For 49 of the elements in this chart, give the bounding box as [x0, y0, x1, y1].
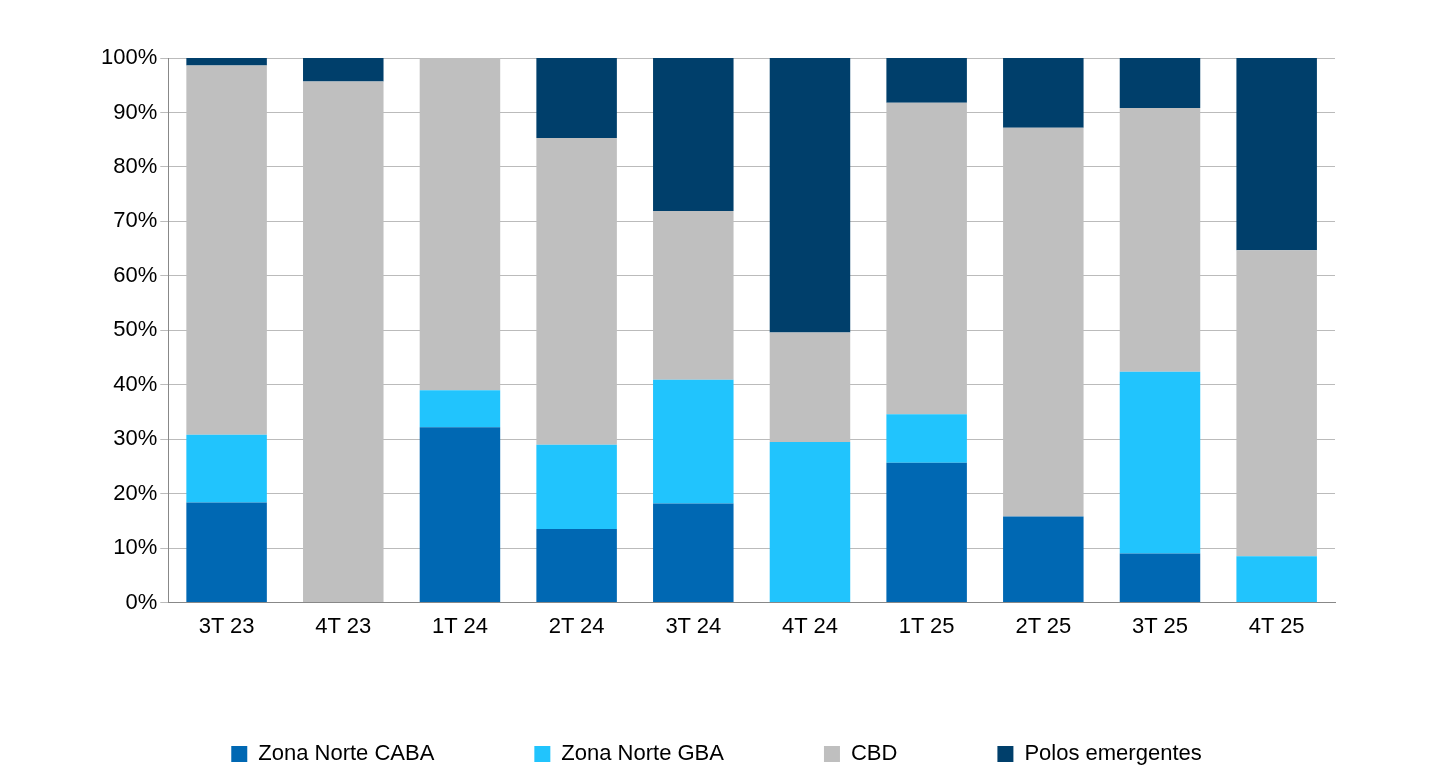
- bar: [1236, 58, 1317, 251]
- bar: [1119, 553, 1201, 603]
- bar: [303, 58, 384, 82]
- bar: [886, 414, 967, 463]
- x-tick-label: 1T 24: [432, 612, 488, 638]
- bar: [769, 58, 851, 333]
- y-tick-label: 30%: [113, 425, 158, 451]
- bar: [186, 58, 267, 66]
- x-tick-label: 4T 24: [782, 612, 838, 638]
- y-tick-label: 70%: [113, 207, 158, 233]
- bar: [1119, 58, 1201, 109]
- x-tick-label: 1T 25: [898, 612, 955, 638]
- bar: [1003, 516, 1084, 603]
- y-tick-label: 0%: [125, 588, 158, 614]
- y-tick-label: 40%: [113, 370, 158, 396]
- bar: [536, 529, 617, 603]
- bar: [186, 434, 267, 503]
- bar: [886, 58, 967, 103]
- x-tick-label: 4T 23: [315, 612, 372, 638]
- y-tick-label: 90%: [113, 98, 158, 124]
- legend-label: Zona Norte GBA: [561, 740, 725, 766]
- bar: [1236, 556, 1317, 603]
- y-tick-label: 100%: [100, 44, 158, 70]
- bar: [1119, 371, 1201, 554]
- bar: [186, 502, 267, 603]
- bar: [419, 390, 501, 428]
- x-tick-label: 4T 25: [1248, 612, 1305, 638]
- y-tick-label: 50%: [113, 316, 158, 342]
- bar: [536, 444, 617, 530]
- x-tick-label: 2T 25: [1015, 612, 1072, 638]
- bar: [769, 441, 851, 603]
- x-tick-label: 3T 25: [1132, 612, 1188, 638]
- bar: [536, 58, 617, 139]
- legend-label: Polos emergentes: [1024, 740, 1202, 766]
- x-tick-label: 3T 24: [665, 612, 722, 638]
- bar: [653, 379, 734, 504]
- y-tick-label: 10%: [113, 534, 158, 560]
- bar: [886, 462, 967, 603]
- bar: [653, 503, 734, 603]
- y-tick-label: 80%: [113, 152, 158, 178]
- x-tick-label: 3T 23: [198, 612, 255, 638]
- bar: [653, 58, 734, 212]
- bar: [419, 427, 501, 603]
- bar: [1003, 58, 1084, 128]
- x-tick-label: 2T 24: [548, 612, 605, 638]
- legend-label: CBD: [850, 740, 898, 766]
- legend-label: Zona Norte CABA: [258, 740, 435, 766]
- y-tick-label: 60%: [113, 261, 158, 287]
- y-tick-label: 20%: [113, 479, 158, 505]
